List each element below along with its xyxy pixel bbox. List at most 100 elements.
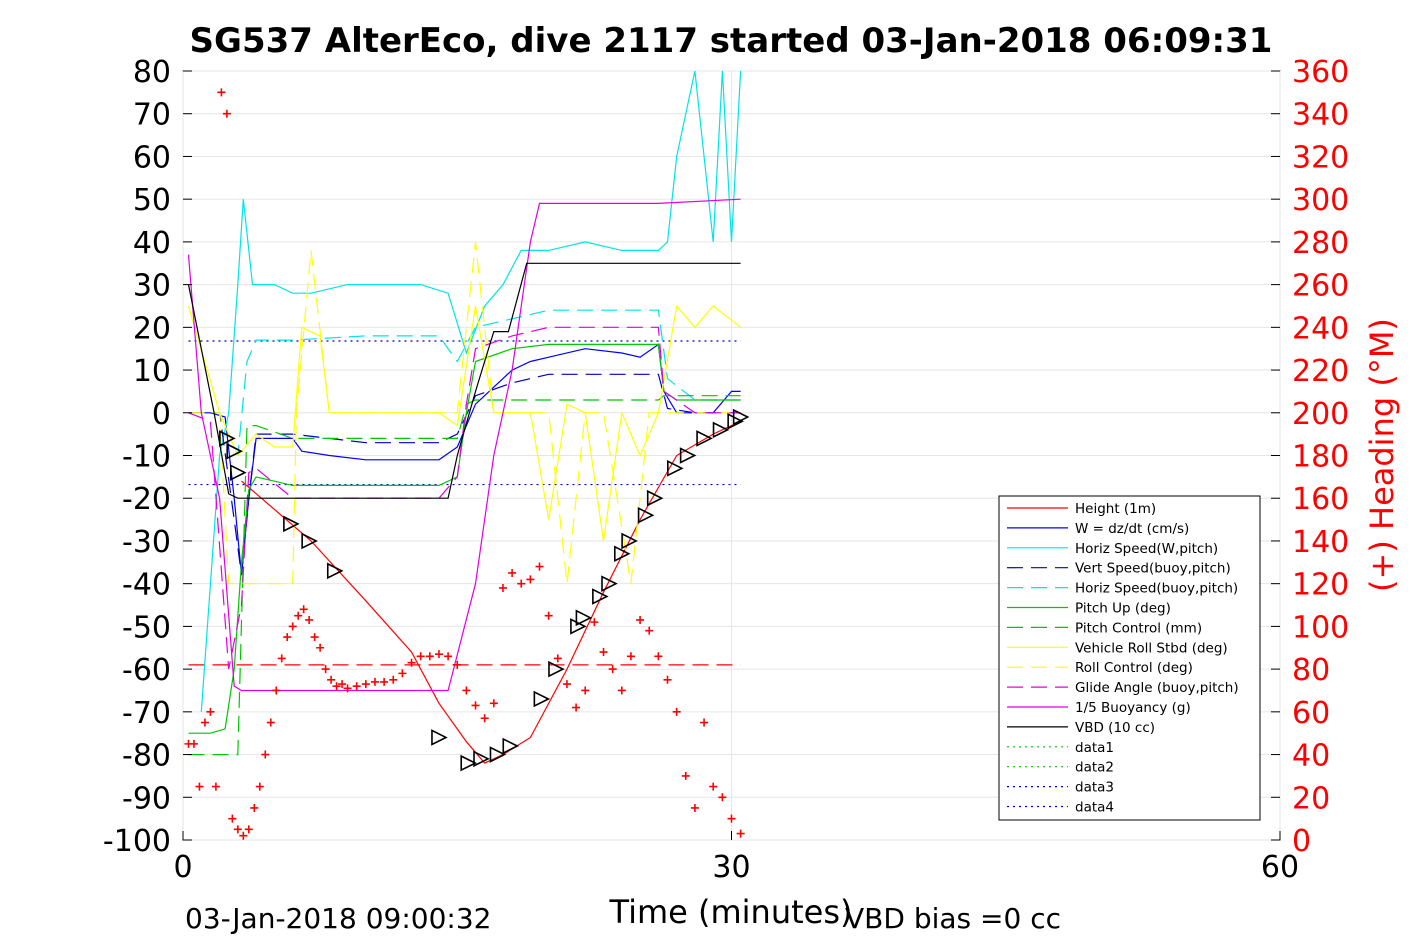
heading-marker [572, 703, 581, 712]
triangle-marker [226, 442, 243, 460]
y-tick-label: -100 [103, 824, 171, 859]
series-line [187, 304, 741, 541]
y-right-tick-label: 60 [1292, 696, 1330, 731]
legend-label: VBD (10 cc) [1075, 720, 1155, 736]
heading-marker [266, 718, 275, 727]
series-line [188, 241, 741, 585]
triangle-marker [601, 575, 618, 592]
heading-marker [526, 575, 535, 584]
heading-marker [407, 658, 416, 667]
heading-marker [434, 650, 443, 659]
heading-marker [272, 686, 281, 695]
y-right-tick-label: 360 [1292, 55, 1349, 90]
heading-marker [361, 680, 370, 689]
right-y-ticks: 3603403203002802602402202001801601401201… [1271, 55, 1349, 859]
triangle-marker [473, 750, 490, 768]
legend-label: Pitch Control (mm) [1075, 620, 1202, 636]
heading-marker [239, 831, 248, 840]
series-lines [187, 71, 742, 764]
y-tick-label: -80 [122, 739, 171, 774]
right-y-axis-label: (+) Heading (°M) [1363, 318, 1401, 592]
x-tick-label: 60 [1261, 850, 1299, 885]
series-line [187, 198, 741, 692]
y-tick-label: 80 [133, 55, 171, 90]
heading-marker [277, 654, 286, 663]
legend-label: Vehicle Roll Stbd (deg) [1075, 640, 1228, 656]
legend-label: Pitch Up (deg) [1075, 601, 1171, 617]
triangle-marker [489, 746, 507, 763]
heading-marker [200, 718, 209, 727]
y-right-tick-label: 120 [1292, 568, 1349, 603]
x-ticks: 0 30 60 [173, 831, 1299, 885]
triangle-marker [646, 489, 664, 507]
y-right-tick-label: 40 [1292, 739, 1330, 774]
y-right-tick-label: 160 [1292, 482, 1349, 517]
heading-marker [321, 665, 330, 674]
y-tick-label: 40 [133, 226, 171, 261]
triangle-marker [592, 588, 609, 605]
triangle-marker [301, 532, 318, 550]
heading-marker [498, 583, 507, 592]
y-right-tick-label: 220 [1292, 354, 1349, 389]
triangle-marker [533, 690, 551, 708]
series-line [188, 373, 741, 576]
heading-marker [305, 615, 314, 624]
heading-marker [672, 707, 681, 716]
legend-label: Height (1m) [1075, 501, 1156, 517]
heading-marker [590, 618, 599, 627]
heading-marker [316, 643, 325, 652]
heading-marker [255, 782, 264, 791]
triangle-marker [570, 618, 587, 635]
heading-marker [608, 665, 617, 674]
heading-marker [681, 771, 690, 780]
legend-label: Glide Angle (buoy,pitch) [1075, 680, 1239, 696]
legend: Height (1m) W = dz/dt (cm/s) Horiz Speed(W… [998, 495, 1261, 821]
heading-marker [453, 660, 462, 669]
triangle-marker [613, 545, 631, 563]
y-tick-label: 60 [133, 140, 171, 175]
triangle-markers [219, 408, 750, 772]
heading-marker [217, 88, 226, 97]
heading-marker [299, 605, 308, 614]
y-right-tick-label: 80 [1292, 653, 1330, 688]
y-right-tick-label: 300 [1292, 183, 1349, 218]
legend-label: W = dz/dt (cm/s) [1075, 521, 1189, 537]
y-right-tick-label: 140 [1292, 525, 1349, 560]
y-right-tick-label: 340 [1292, 98, 1349, 133]
heading-marker [288, 622, 297, 631]
heading-marker [244, 825, 253, 834]
heading-marker [189, 739, 198, 748]
heading-marker [727, 814, 736, 823]
footer-timestamp: 03-Jan-2018 09:00:32 [185, 902, 491, 935]
legend-label: data1 [1075, 740, 1114, 756]
y-right-tick-label: 240 [1292, 311, 1349, 346]
heading-marker [294, 611, 303, 620]
heading-marker [617, 686, 626, 695]
triangle-marker [621, 532, 638, 550]
heading-marker [626, 652, 635, 661]
heading-marker [283, 633, 292, 642]
y-tick-label: -70 [122, 696, 171, 731]
x-tick-label: 30 [712, 850, 750, 885]
heading-marker [663, 675, 672, 684]
heading-marker [425, 652, 434, 661]
legend-label: Vert Speed(buoy,pitch) [1075, 561, 1231, 577]
legend-label: data4 [1075, 800, 1114, 816]
heading-marker [709, 782, 718, 791]
heading-marker [343, 684, 352, 693]
heading-marker [690, 803, 699, 812]
y-tick-label: -50 [122, 610, 171, 645]
triangle-marker [575, 609, 593, 627]
heading-marker [471, 701, 480, 710]
chart-title: SG537 AlterEco, dive 2117 started 03-Jan… [190, 21, 1273, 61]
heading-marker [370, 677, 379, 686]
x-tick-label: 0 [173, 850, 192, 885]
heading-marker [636, 615, 645, 624]
triangle-marker [712, 421, 730, 439]
series-line [188, 326, 741, 670]
heading-marker [380, 677, 389, 686]
triangle-marker [502, 737, 520, 755]
legend-label: Roll Control (deg) [1075, 660, 1193, 676]
y-tick-label: -40 [122, 568, 171, 603]
